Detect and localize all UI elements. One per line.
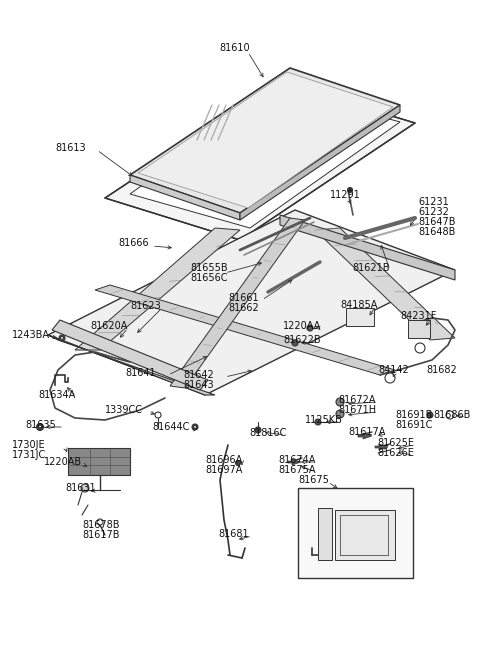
Text: 81661: 81661 bbox=[228, 293, 259, 303]
Text: 81686B: 81686B bbox=[433, 410, 470, 420]
Text: 1220AA: 1220AA bbox=[283, 321, 321, 331]
Polygon shape bbox=[48, 335, 215, 395]
Text: 81697A: 81697A bbox=[205, 465, 242, 475]
Bar bbox=[346, 308, 374, 326]
Polygon shape bbox=[335, 510, 395, 560]
Text: 81675A: 81675A bbox=[278, 465, 315, 475]
Bar bbox=[298, 488, 413, 578]
Text: 81655B: 81655B bbox=[190, 263, 228, 273]
Text: 1731JC: 1731JC bbox=[12, 450, 46, 460]
Polygon shape bbox=[52, 320, 208, 390]
Text: 81613: 81613 bbox=[55, 143, 85, 153]
Circle shape bbox=[385, 373, 395, 383]
Polygon shape bbox=[280, 215, 455, 280]
Circle shape bbox=[336, 398, 344, 406]
Text: 81631: 81631 bbox=[65, 483, 96, 493]
Text: 81644C: 81644C bbox=[152, 422, 190, 432]
Text: 81634A: 81634A bbox=[38, 390, 75, 400]
Circle shape bbox=[155, 412, 161, 418]
Text: 81678B: 81678B bbox=[82, 520, 120, 530]
Text: 81620A: 81620A bbox=[90, 321, 127, 331]
Text: 84185A: 84185A bbox=[340, 300, 377, 310]
Text: 81662: 81662 bbox=[228, 303, 259, 313]
Circle shape bbox=[60, 337, 63, 339]
Text: 81622B: 81622B bbox=[283, 335, 321, 345]
Circle shape bbox=[193, 426, 196, 428]
Polygon shape bbox=[105, 82, 415, 240]
Circle shape bbox=[38, 425, 42, 429]
Text: 1339CC: 1339CC bbox=[105, 405, 143, 415]
Circle shape bbox=[97, 519, 103, 525]
Circle shape bbox=[336, 410, 344, 418]
Circle shape bbox=[292, 340, 298, 346]
Circle shape bbox=[307, 325, 313, 331]
Polygon shape bbox=[95, 285, 395, 375]
FancyArrow shape bbox=[375, 444, 388, 450]
Circle shape bbox=[236, 460, 240, 466]
Polygon shape bbox=[75, 228, 240, 350]
Polygon shape bbox=[240, 105, 400, 220]
Text: 81648B: 81648B bbox=[418, 227, 456, 237]
Text: 81666: 81666 bbox=[118, 238, 149, 248]
Text: 81682: 81682 bbox=[426, 365, 457, 375]
Text: 81617B: 81617B bbox=[82, 530, 120, 540]
Text: 81623: 81623 bbox=[130, 301, 161, 311]
Text: 81672A: 81672A bbox=[338, 395, 375, 405]
FancyArrow shape bbox=[358, 433, 372, 439]
Text: 1730JE: 1730JE bbox=[12, 440, 46, 450]
Text: 81643: 81643 bbox=[183, 380, 214, 390]
Text: 61231: 61231 bbox=[418, 197, 449, 207]
Polygon shape bbox=[48, 210, 455, 395]
Text: 1243BA: 1243BA bbox=[12, 330, 50, 340]
Text: 81696A: 81696A bbox=[205, 455, 242, 465]
Bar bbox=[408, 320, 430, 338]
Text: 81617A: 81617A bbox=[348, 427, 385, 437]
Text: 81675: 81675 bbox=[298, 475, 329, 485]
Text: 81621B: 81621B bbox=[352, 263, 389, 273]
Polygon shape bbox=[130, 88, 400, 228]
Text: 81641: 81641 bbox=[125, 368, 156, 378]
Polygon shape bbox=[315, 228, 455, 340]
Text: 81647B: 81647B bbox=[418, 217, 456, 227]
Text: 81674A: 81674A bbox=[278, 455, 315, 465]
Text: 81691B: 81691B bbox=[395, 410, 432, 420]
Circle shape bbox=[192, 424, 198, 430]
Circle shape bbox=[315, 419, 321, 425]
Polygon shape bbox=[138, 72, 393, 208]
Polygon shape bbox=[318, 508, 332, 560]
Circle shape bbox=[36, 424, 44, 430]
Circle shape bbox=[427, 412, 433, 418]
Circle shape bbox=[348, 187, 352, 193]
Text: 81816C: 81816C bbox=[249, 428, 287, 438]
Text: 81610: 81610 bbox=[220, 43, 250, 53]
Circle shape bbox=[59, 335, 65, 341]
Text: 81681: 81681 bbox=[218, 529, 249, 539]
Text: 1220AB: 1220AB bbox=[44, 457, 82, 467]
Text: 81656C: 81656C bbox=[190, 273, 228, 283]
Text: 81625E: 81625E bbox=[377, 438, 414, 448]
Circle shape bbox=[255, 427, 261, 433]
Circle shape bbox=[446, 411, 454, 419]
Polygon shape bbox=[130, 68, 400, 213]
Text: 1125KB: 1125KB bbox=[305, 415, 343, 425]
Text: 81626E: 81626E bbox=[377, 448, 414, 458]
Text: 11291: 11291 bbox=[330, 190, 361, 200]
Text: 81642: 81642 bbox=[183, 370, 214, 380]
Text: 84142: 84142 bbox=[378, 365, 409, 375]
FancyArrow shape bbox=[288, 459, 301, 465]
Text: 81671H: 81671H bbox=[338, 405, 376, 415]
Polygon shape bbox=[130, 175, 240, 220]
Text: 84231F: 84231F bbox=[400, 311, 436, 321]
Circle shape bbox=[415, 343, 425, 353]
Text: 61232: 61232 bbox=[418, 207, 449, 217]
Polygon shape bbox=[170, 218, 305, 388]
Circle shape bbox=[81, 484, 89, 492]
Text: 81691C: 81691C bbox=[395, 420, 432, 430]
Text: 81635: 81635 bbox=[25, 420, 56, 430]
Polygon shape bbox=[68, 448, 130, 475]
